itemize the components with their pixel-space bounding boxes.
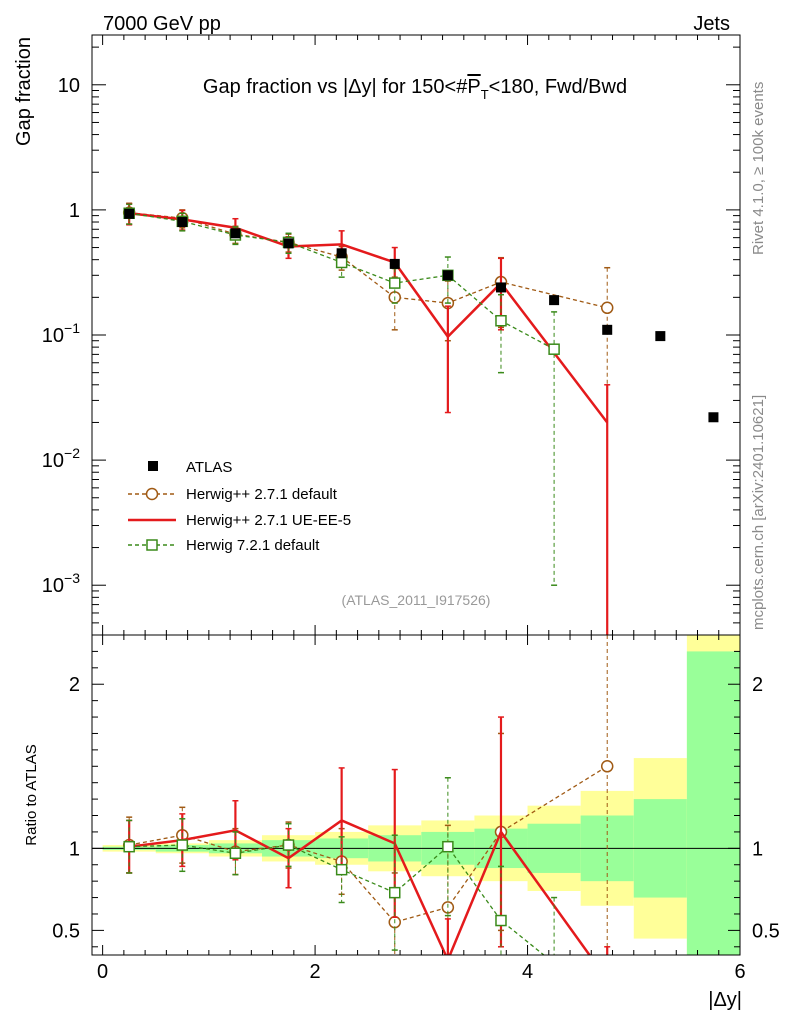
atlas-data-point bbox=[230, 228, 241, 239]
ratio-plot-area bbox=[122, 635, 614, 955]
chart-title-suffix: <180, Fwd/Bwd bbox=[489, 76, 627, 98]
atlas-data-point bbox=[389, 258, 400, 269]
legend-herwigpp-default-marker bbox=[145, 487, 159, 501]
atlas-data-point bbox=[549, 295, 560, 306]
chart-title: Gap fraction vs |Δy| for 150<#PT<180, Fw… bbox=[203, 76, 627, 102]
ratio-band-inner bbox=[686, 651, 740, 955]
series-1-ratio-line bbox=[129, 819, 592, 955]
atlas-data-point bbox=[124, 208, 135, 219]
rivet-version-label: Rivet 4.1.0, ≥ 100k events bbox=[750, 82, 767, 255]
series-2-ratio-marker bbox=[282, 839, 295, 851]
energy-label: 7000 GeV pp bbox=[103, 13, 221, 35]
chart-title-prefix: Gap fraction vs |Δy| for 150<# bbox=[203, 76, 468, 98]
x-tick-label: 2 bbox=[310, 961, 321, 983]
ratio-tick-label-left: 2 bbox=[69, 674, 80, 696]
chart-title-sub: T bbox=[481, 87, 489, 102]
atlas-data-point bbox=[495, 282, 506, 293]
legend-herwigpp-ueee5-label: Herwig++ 2.7.1 UE-EE-5 bbox=[186, 512, 351, 529]
ratio-frame bbox=[91, 634, 741, 956]
y-tick-label-base: 10 bbox=[42, 450, 64, 472]
legend-herwig7-label: Herwig 7.2.1 default bbox=[186, 537, 320, 554]
atlas-data-point bbox=[442, 270, 453, 281]
legend-atlas-marker bbox=[148, 461, 158, 471]
main-series-group bbox=[122, 202, 719, 635]
y-tick-label-base: 1 bbox=[69, 200, 80, 222]
ratio-tick-label-right: 0.5 bbox=[752, 920, 780, 942]
legend-herwigpp-default-label: Herwig++ 2.7.1 default bbox=[186, 486, 338, 503]
legend-entry-herwigpp-default: Herwig++ 2.7.1 default bbox=[128, 486, 338, 503]
y-tick-label: 10−1 bbox=[42, 320, 80, 347]
series-2-ratio-marker bbox=[123, 840, 135, 853]
y-tick-label: 10−3 bbox=[42, 570, 80, 597]
mcplots-label: mcplots.cern.ch [arXiv:2401.10621] bbox=[750, 395, 767, 630]
atlas-data-point bbox=[283, 238, 294, 249]
x-axis-label: |Δy| bbox=[708, 989, 742, 1011]
series-1-line bbox=[129, 212, 609, 424]
series-0-main-marker bbox=[600, 301, 614, 315]
legend-herwig7-marker bbox=[146, 539, 158, 551]
chart-title-p: P bbox=[467, 76, 480, 98]
atlas-data-point bbox=[708, 412, 719, 423]
y-tick-label-exponent: −1 bbox=[64, 320, 80, 336]
series-2-ratio-marker bbox=[495, 914, 507, 927]
process-label: Jets bbox=[693, 13, 730, 35]
ratio-tick-label-left: 1 bbox=[69, 838, 80, 860]
x-tick-label: 6 bbox=[734, 961, 745, 983]
ratio-y-axis-label: Ratio to ATLAS bbox=[23, 744, 40, 845]
series-0-line bbox=[129, 212, 608, 309]
atlas-data-point bbox=[655, 331, 666, 342]
ratio-tick-label-left: 0.5 bbox=[52, 920, 80, 942]
series-2-ratio-marker bbox=[335, 863, 348, 876]
x-tick-label: 0 bbox=[97, 961, 108, 983]
atlas-data-point bbox=[336, 248, 347, 259]
atlas-data-point bbox=[602, 324, 613, 335]
series-2-ratio-marker bbox=[442, 840, 454, 853]
x-tick-label: 4 bbox=[522, 961, 533, 983]
series-2-ratio-marker bbox=[389, 886, 401, 899]
series-2-ratio-marker bbox=[229, 847, 242, 860]
ratio-tick-label-right: 1 bbox=[752, 838, 763, 860]
y-tick-label-base: 10 bbox=[58, 75, 80, 97]
legend: ATLAS Herwig++ 2.7.1 default Herwig++ 2.… bbox=[128, 459, 351, 554]
series-2-main-marker bbox=[495, 314, 507, 327]
y-tick-label: 10−2 bbox=[42, 445, 80, 472]
y-tick-label-base: 10 bbox=[42, 575, 64, 597]
y-tick-label-exponent: −2 bbox=[64, 445, 80, 461]
atlas-data-point bbox=[177, 217, 188, 228]
legend-entry-herwig7: Herwig 7.2.1 default bbox=[128, 537, 320, 554]
legend-entry-herwigpp-ueee5: Herwig++ 2.7.1 UE-EE-5 bbox=[128, 512, 351, 529]
legend-atlas-label: ATLAS bbox=[186, 459, 232, 476]
series-2-main-marker bbox=[335, 256, 348, 269]
y-tick-label: 1 bbox=[69, 200, 80, 222]
series-2-main-marker bbox=[389, 277, 401, 289]
legend-entry-atlas: ATLAS bbox=[148, 459, 232, 476]
y-tick-label-base: 10 bbox=[42, 325, 64, 347]
y-tick-label: 10 bbox=[58, 75, 80, 97]
y-axis-label: Gap fraction bbox=[13, 37, 35, 146]
y-tick-label-exponent: −3 bbox=[64, 570, 80, 586]
series-2-main-marker bbox=[548, 343, 560, 355]
series-0-ratio-marker bbox=[600, 760, 614, 773]
ratio-bands bbox=[92, 635, 740, 955]
ratio-tick-label-right: 2 bbox=[752, 674, 763, 696]
series-2-ratio-marker bbox=[176, 839, 189, 851]
analysis-id: (ATLAS_2011_I917526) bbox=[342, 592, 491, 608]
